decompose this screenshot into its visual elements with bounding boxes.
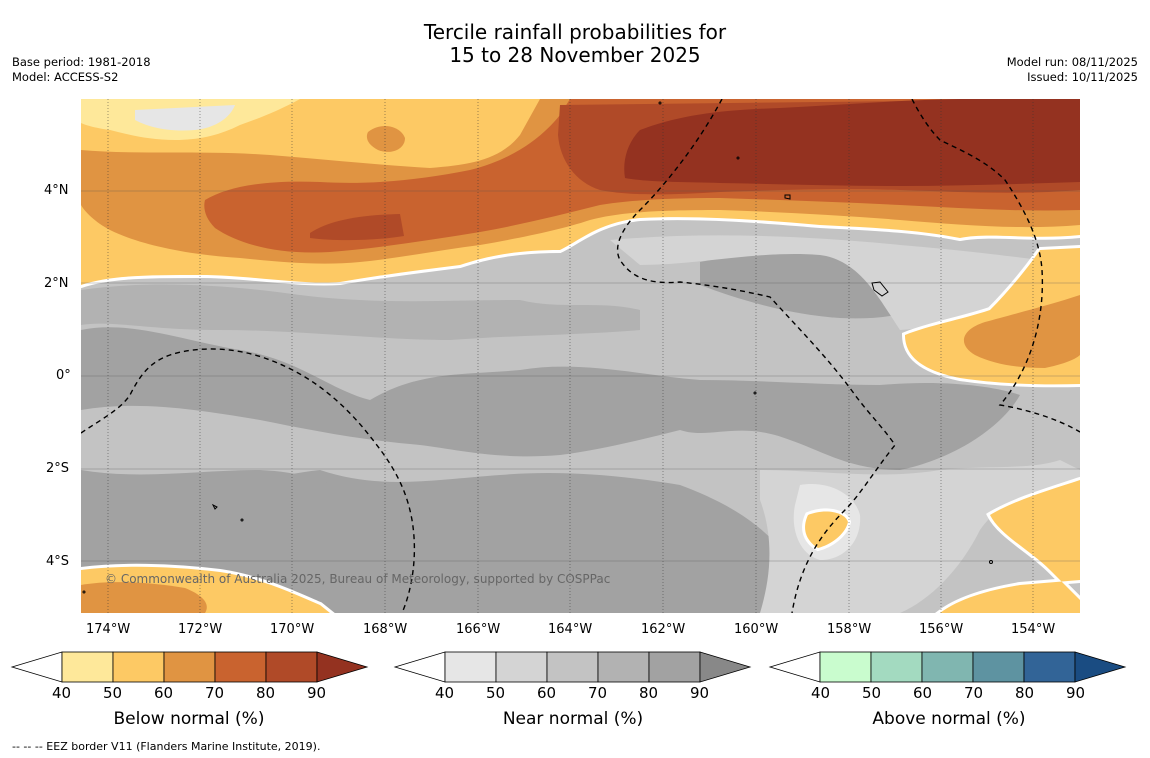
cb-below-tick: 80 <box>256 684 276 702</box>
colorbar-below <box>10 651 369 683</box>
cb-above-tick: 60 <box>913 684 933 702</box>
colorbar-overflow-triangle <box>699 651 752 683</box>
lat-label-0: 0° <box>56 368 71 383</box>
cb-above-tick: 70 <box>964 684 984 702</box>
cb-near-tick: 90 <box>690 684 710 702</box>
lon-label-172w: 172°W <box>178 622 223 637</box>
chart-title-line1: Tercile rainfall probabilities for <box>423 20 727 44</box>
lon-label-158w: 158°W <box>827 622 872 637</box>
near-normal-80-southwest <box>81 470 360 536</box>
lat-label-4s: 4°S <box>46 554 70 569</box>
cb-below-tick: 60 <box>154 684 174 702</box>
meta-right: Model run: 08/11/2025 Issued: 10/11/2025 <box>1007 55 1138 85</box>
copyright-text: © Commonwealth of Australia 2025, Bureau… <box>105 572 611 586</box>
colorbar-underflow-triangle <box>768 651 821 683</box>
colorbar-swatch <box>163 651 216 683</box>
chart-title-line2: 15 to 28 November 2025 <box>449 43 701 67</box>
colorbar-swatch <box>495 651 548 683</box>
colorbar-underflow-triangle <box>393 651 446 683</box>
model-text: Model: ACCESS-S2 <box>12 70 119 84</box>
below-normal-40-nw-inner <box>135 105 235 131</box>
lat-label-4n: 4°N <box>44 183 69 198</box>
eez-footnote: -- -- -- EEZ border V11 (Flanders Marine… <box>12 740 321 753</box>
colorbar-swatch <box>972 651 1025 683</box>
colorbar-swatch <box>1023 651 1076 683</box>
near-normal-50-east <box>610 235 1080 330</box>
colorbar-swatch <box>61 651 114 683</box>
colorbar-overflow-triangle <box>316 651 369 683</box>
below-normal-60-island <box>366 126 405 152</box>
colorbar-swatch <box>444 651 497 683</box>
base-period-text: Base period: 1981-2018 <box>12 55 151 69</box>
lon-label-164w: 164°W <box>548 622 593 637</box>
below-normal-90-northeast <box>624 99 1080 186</box>
near-normal-80-center <box>81 327 1020 470</box>
cb-below-tick: 70 <box>205 684 225 702</box>
map-plot-area <box>81 99 1080 613</box>
colorbar-near <box>393 651 752 683</box>
colorbar-swatch <box>112 651 165 683</box>
cb-near-tick: 40 <box>435 684 455 702</box>
colorbar-below-title: Below normal (%) <box>113 709 265 729</box>
cb-near-tick: 80 <box>639 684 659 702</box>
colorbar-near-title: Near normal (%) <box>502 709 644 729</box>
cb-below-tick: 50 <box>103 684 123 702</box>
eez-borders <box>81 99 1080 613</box>
cb-above-tick: 40 <box>811 684 831 702</box>
colorbar-swatch <box>214 651 267 683</box>
colorbar-underflow-triangle <box>10 651 63 683</box>
lon-label-166w: 166°W <box>456 622 501 637</box>
cb-above-tick: 50 <box>862 684 882 702</box>
cb-above-tick: 80 <box>1015 684 1035 702</box>
cb-near-tick: 70 <box>588 684 608 702</box>
colorbar-swatch <box>265 651 318 683</box>
below-normal-60-southwest <box>81 582 207 613</box>
colorbar-swatch <box>546 651 599 683</box>
below-normal-80-north <box>310 214 404 241</box>
colorbar-swatch <box>597 651 650 683</box>
colorbars <box>10 651 1127 683</box>
lon-label-156w: 156°W <box>919 622 964 637</box>
latitude-lines <box>81 190 1080 562</box>
cb-below-tick: 40 <box>52 684 72 702</box>
islands <box>82 101 993 594</box>
colorbar-swatch <box>921 651 974 683</box>
lon-label-168w: 168°W <box>363 622 408 637</box>
lon-label-174w: 174°W <box>86 622 131 637</box>
colorbar-swatch <box>819 651 872 683</box>
colorbar-swatch <box>648 651 701 683</box>
colorbar-above <box>768 651 1127 683</box>
colorbar-above-title: Above normal (%) <box>872 709 1026 729</box>
lat-label-2n: 2°N <box>44 276 69 291</box>
lon-label-170w: 170°W <box>270 622 315 637</box>
colorbar-swatch <box>870 651 923 683</box>
lon-label-154w: 154°W <box>1011 622 1056 637</box>
cb-near-tick: 60 <box>537 684 557 702</box>
below-normal-50-southeast <box>934 476 1080 613</box>
cb-below-tick: 90 <box>307 684 327 702</box>
lon-label-162w: 162°W <box>641 622 686 637</box>
near-normal-70-band <box>81 284 640 340</box>
lon-label-160w: 160°W <box>734 622 779 637</box>
lat-label-2s: 2°S <box>46 461 70 476</box>
cb-above-tick: 90 <box>1066 684 1086 702</box>
model-run-text: Model run: 08/11/2025 <box>1006 55 1138 69</box>
below-normal-60-east <box>963 295 1080 368</box>
colorbar-overflow-triangle <box>1074 651 1127 683</box>
meta-left: Base period: 1981-2018 Model: ACCESS-S2 <box>12 55 151 85</box>
cb-near-tick: 50 <box>486 684 506 702</box>
issued-text: Issued: 10/11/2025 <box>1027 70 1138 84</box>
